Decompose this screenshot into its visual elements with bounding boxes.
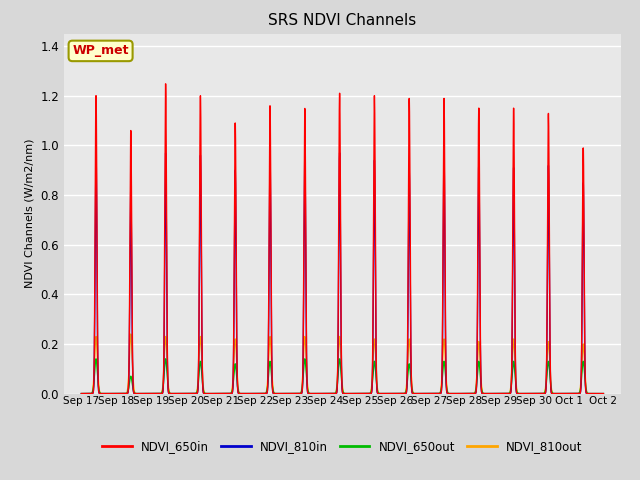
Legend: NDVI_650in, NDVI_810in, NDVI_650out, NDVI_810out: NDVI_650in, NDVI_810in, NDVI_650out, NDV… [97, 435, 588, 458]
Title: SRS NDVI Channels: SRS NDVI Channels [268, 13, 417, 28]
Text: WP_met: WP_met [72, 44, 129, 58]
Y-axis label: NDVI Channels (W/m2/nm): NDVI Channels (W/m2/nm) [25, 139, 35, 288]
